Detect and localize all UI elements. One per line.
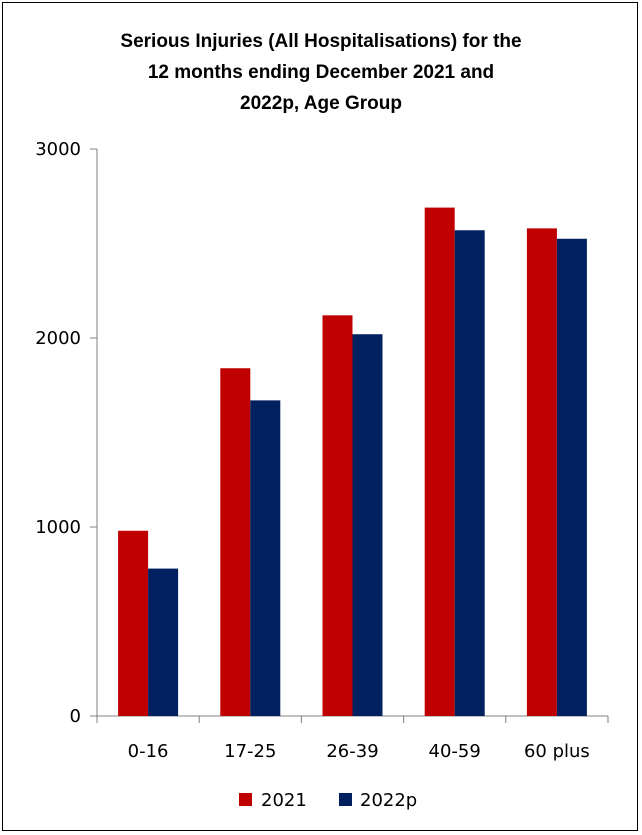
y-tick-label: 3000 [35, 139, 81, 160]
bar-2022p-26-39 [352, 334, 383, 716]
legend-swatch-2022p [339, 793, 352, 806]
y-tick-label: 0 [70, 706, 81, 727]
x-tick-label: 26-39 [326, 741, 378, 762]
plot-area: 0 1000 2000 3000 0-16 17-25 26-39 40-59 60 plus [35, 139, 609, 762]
bar-2022p-60-plus [556, 238, 587, 716]
bar-2022p-0-16 [148, 568, 179, 716]
x-tick-label: 17-25 [224, 741, 276, 762]
legend: 2021 2022p [239, 790, 417, 811]
chart-title-line: Serious Injuries (All Hospitalisations) … [120, 31, 521, 52]
bar-2021-26-39 [322, 315, 353, 716]
chart-title: Serious Injuries (All Hospitalisations) … [120, 31, 521, 114]
x-tick-label: 60 plus [524, 741, 590, 762]
legend-swatch-2021 [239, 793, 252, 806]
legend-label-2021: 2021 [261, 790, 307, 811]
y-tick-label: 2000 [35, 328, 81, 349]
bar-chart: Serious Injuries (All Hospitalisations) … [35, 31, 609, 811]
legend-label-2022p: 2022p [360, 790, 417, 811]
bar-2021-40-59 [424, 207, 455, 716]
bar-2021-17-25 [220, 368, 251, 716]
bar-2021-60-plus [526, 228, 557, 716]
bar-2022p-17-25 [250, 400, 281, 716]
y-tick-label: 1000 [35, 517, 81, 538]
chart-title-line: 2022p, Age Group [240, 93, 402, 114]
x-tick-label: 0-16 [128, 741, 169, 762]
bar-2022p-40-59 [454, 230, 485, 716]
x-tick-label: 40-59 [429, 741, 481, 762]
bar-2021-0-16 [118, 530, 149, 716]
chart-title-line: 12 months ending December 2021 and [148, 62, 494, 83]
